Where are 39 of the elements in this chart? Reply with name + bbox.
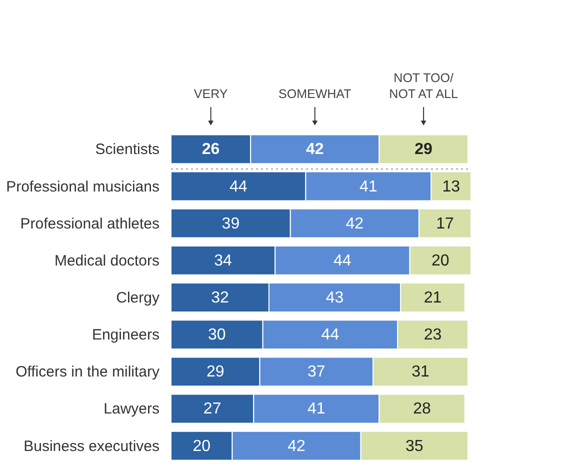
- data-label: 23: [424, 326, 442, 344]
- data-label: 13: [442, 178, 460, 196]
- data-label: 17: [436, 215, 454, 232]
- y-tick-label: Lawyers: [104, 400, 160, 418]
- data-label: 34: [214, 252, 232, 270]
- data-label: 32: [211, 290, 229, 306]
- data-label: 29: [206, 364, 224, 381]
- text: NOT TOO/ NOT AT ALL: [389, 71, 458, 101]
- data-label: 43: [326, 290, 344, 306]
- data-label: 37: [308, 364, 326, 381]
- y-tick-label: Officers in the military: [16, 364, 160, 381]
- data-label: 41: [360, 178, 378, 196]
- data-label: 44: [229, 178, 248, 196]
- y-tick-label: Clergy: [116, 290, 160, 306]
- data-label: 42: [346, 215, 364, 232]
- data-label: 42: [288, 438, 306, 455]
- y-tick-label: Business executives: [24, 438, 160, 455]
- data-label: 35: [405, 438, 424, 455]
- y-tick-label: Engineers: [92, 326, 160, 344]
- data-label: 20: [431, 252, 450, 270]
- text: SOMEWHAT: [278, 87, 352, 101]
- y-tick-label: Professional musicians: [6, 178, 160, 196]
- data-label: 44: [334, 252, 352, 270]
- data-label: 29: [414, 141, 433, 158]
- text: VERY: [194, 87, 228, 101]
- data-label: 27: [203, 400, 222, 418]
- data-label: 42: [306, 141, 324, 158]
- y-tick-label: Medical doctors: [54, 252, 160, 270]
- data-label: 39: [222, 215, 240, 232]
- data-label: 20: [192, 438, 211, 455]
- data-label: 44: [321, 326, 340, 344]
- data-label: 28: [413, 400, 432, 418]
- data-label: 41: [308, 400, 326, 418]
- data-label: 30: [208, 326, 226, 344]
- data-label: 31: [412, 364, 430, 381]
- y-tick-label: Scientists: [95, 141, 160, 158]
- y-tick-label: Professional athletes: [20, 215, 160, 232]
- data-label: 21: [424, 290, 442, 306]
- data-label: 26: [202, 141, 220, 158]
